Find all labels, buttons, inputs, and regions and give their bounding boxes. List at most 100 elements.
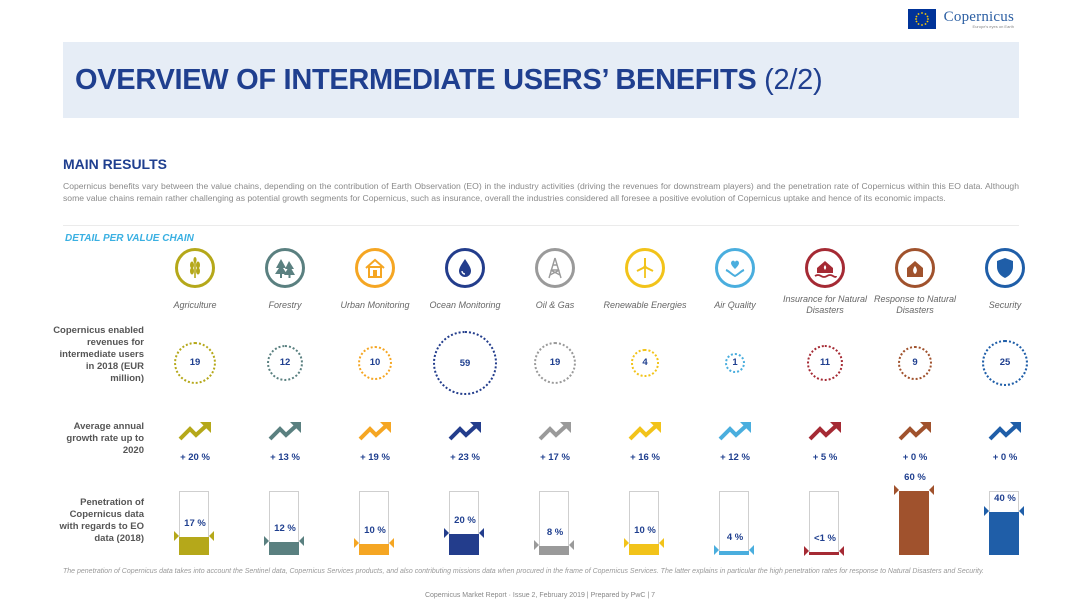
penetration-label: 60 % bbox=[904, 472, 926, 483]
penetration-bar bbox=[804, 546, 844, 556]
value-chain-column: Renewable Energies 4 + 16 % 10 % bbox=[600, 246, 690, 566]
growth-arrow-icon bbox=[448, 420, 484, 442]
value-chain-column: Agriculture 19 + 20 % 17 % bbox=[150, 246, 240, 566]
penetration-label: 10 % bbox=[634, 525, 656, 537]
penetration-label: 10 % bbox=[364, 525, 386, 537]
trees-icon bbox=[265, 248, 305, 288]
growth-arrow-icon bbox=[988, 420, 1024, 442]
penetration-bar bbox=[264, 536, 304, 555]
page-title: OVERVIEW OF INTERMEDIATE USERS’ BENEFITS… bbox=[75, 64, 823, 96]
growth-rate: + 23 % bbox=[450, 452, 480, 463]
penetration-bar bbox=[444, 527, 484, 555]
value-chain-name: Ocean Monitoring bbox=[429, 299, 501, 310]
intro-paragraph: Copernicus benefits vary between the val… bbox=[63, 181, 1019, 203]
penetration-bar bbox=[354, 538, 394, 555]
value-chain-column: Forestry 12 + 13 % 12 % bbox=[240, 246, 330, 566]
value-chain-name: Air Quality bbox=[714, 299, 756, 310]
revenue-bubble: 10 bbox=[357, 345, 393, 381]
value-chain-column: Insurance for Natural Disasters 11 + 5 % <1… bbox=[780, 246, 870, 566]
value-chain-column: Ocean Monitoring 59 + 23 % 20 % bbox=[420, 246, 510, 566]
footnote: The penetration of Copernicus data takes… bbox=[63, 568, 984, 575]
value-chain-column: Oil & Gas 19 + 17 % 8 % bbox=[510, 246, 600, 566]
growth-rate: + 17 % bbox=[540, 452, 570, 463]
growth-rate: + 19 % bbox=[360, 452, 390, 463]
penetration-label: 8 % bbox=[546, 527, 564, 539]
penetration-label: 12 % bbox=[274, 523, 296, 535]
value-chain-column: Air Quality 1 + 12 % 4 % bbox=[690, 246, 780, 566]
penetration-frame bbox=[809, 491, 839, 555]
value-chain-name: Urban Monitoring bbox=[340, 299, 410, 310]
penetration-frame bbox=[629, 491, 659, 555]
value-chain-column: Security 25 + 0 % 40 % bbox=[960, 246, 1050, 566]
value-chain-name: Insurance for Natural Disasters bbox=[782, 294, 868, 315]
value-chain-name: Renewable Energies bbox=[603, 299, 687, 310]
wheat-icon bbox=[175, 248, 215, 288]
revenue-bubble: 25 bbox=[981, 339, 1029, 387]
eu-flag-icon bbox=[907, 8, 936, 29]
value-chain-name: Oil & Gas bbox=[535, 299, 575, 310]
growth-rate: + 20 % bbox=[180, 452, 210, 463]
flood-house-icon bbox=[805, 248, 845, 288]
growth-arrow-icon bbox=[808, 420, 844, 442]
penetration-frame bbox=[359, 491, 389, 555]
row-label-growth: Average annual growth rate up to 2020 bbox=[66, 421, 144, 456]
value-chain-name: Agriculture bbox=[173, 299, 217, 310]
growth-arrow-icon bbox=[898, 420, 934, 442]
penetration-frame bbox=[719, 491, 749, 555]
revenue-bubble: 1 bbox=[724, 352, 746, 374]
growth-rate: + 0 % bbox=[992, 452, 1018, 463]
row-label-revenues: Copernicus enabled revenues for intermed… bbox=[53, 325, 144, 384]
growth-rate: + 16 % bbox=[630, 452, 660, 463]
growth-rate: + 12 % bbox=[720, 452, 750, 463]
copernicus-logo: Copernicus Europe's eyes on Earth bbox=[907, 8, 1014, 29]
penetration-bar bbox=[624, 538, 664, 555]
revenue-bubble: 9 bbox=[898, 346, 932, 380]
house-icon bbox=[355, 248, 395, 288]
growth-arrow-icon bbox=[538, 420, 574, 442]
oil-derrick-icon bbox=[535, 248, 575, 288]
penetration-bar bbox=[984, 506, 1024, 555]
penetration-frame bbox=[269, 491, 299, 555]
penetration-bar bbox=[534, 540, 574, 555]
revenue-bubble: 59 bbox=[433, 331, 497, 395]
penetration-label: <1 % bbox=[814, 533, 836, 544]
penetration-label: 17 % bbox=[184, 517, 206, 529]
revenue-bubble: 19 bbox=[533, 341, 577, 385]
penetration-label: 4 % bbox=[726, 531, 744, 543]
brand-tagline: Europe's eyes on Earth bbox=[972, 24, 1014, 29]
penetration-bar bbox=[714, 544, 754, 555]
penetration-frame bbox=[539, 491, 569, 555]
penetration-frame bbox=[179, 491, 209, 555]
growth-arrow-icon bbox=[178, 420, 214, 442]
revenue-bubble: 12 bbox=[266, 344, 304, 382]
penetration-label: 20 % bbox=[454, 514, 476, 526]
growth-rate: + 0 % bbox=[902, 452, 928, 463]
divider bbox=[63, 225, 1019, 226]
fire-house-icon bbox=[895, 248, 935, 288]
main-results-heading: MAIN RESULTS bbox=[63, 156, 167, 172]
wind-turbine-icon bbox=[625, 248, 665, 288]
shield-icon bbox=[985, 248, 1025, 288]
penetration-bar bbox=[174, 530, 214, 555]
water-drop-icon bbox=[445, 248, 485, 288]
brand-name: Copernicus bbox=[943, 9, 1014, 25]
detail-heading: DETAIL PER VALUE CHAIN bbox=[65, 233, 194, 244]
penetration-frame bbox=[449, 491, 479, 555]
value-chain-name: Forestry bbox=[268, 299, 302, 310]
growth-arrow-icon bbox=[718, 420, 754, 442]
growth-rate: + 13 % bbox=[270, 452, 300, 463]
value-chain-column: Response to Natural Disasters 9 + 0 % 60 % bbox=[870, 246, 960, 566]
value-chain-name: Response to Natural Disasters bbox=[873, 294, 957, 315]
penetration-label: 40 % bbox=[994, 493, 1016, 505]
growth-arrow-icon bbox=[628, 420, 664, 442]
penetration-bar bbox=[894, 485, 934, 555]
growth-arrow-icon bbox=[358, 420, 394, 442]
growth-rate: + 5 % bbox=[812, 452, 838, 463]
row-label-penetration: Penetration of Copernicus data with rega… bbox=[59, 497, 144, 544]
revenue-bubble: 11 bbox=[807, 345, 843, 381]
growth-arrow-icon bbox=[268, 420, 304, 442]
page-footer: Copernicus Market Report · Issue 2, Febr… bbox=[424, 592, 656, 599]
value-chain-column: Urban Monitoring 10 + 19 % 10 % bbox=[330, 246, 420, 566]
revenue-bubble: 19 bbox=[173, 341, 217, 385]
value-chain-name: Security bbox=[988, 299, 1022, 310]
